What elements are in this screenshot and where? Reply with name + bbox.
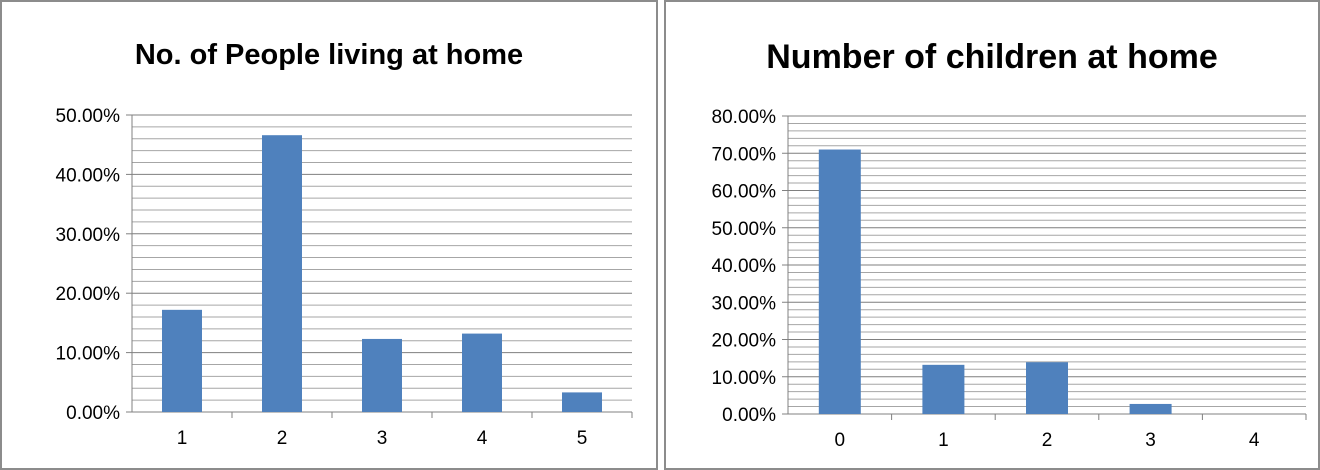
y-tick-label: 0.00% [66, 403, 120, 424]
bar-1 [162, 309, 202, 412]
y-tick-label: 50.00% [56, 106, 121, 127]
x-tick-label: 3 [1145, 430, 1156, 451]
bar-1 [922, 364, 965, 414]
chart-panel-children: Number of children at home 0.00% 10.00% 20… [664, 0, 1320, 470]
y-tick-label: 60.00% [712, 182, 777, 203]
x-tick-label: 2 [1042, 430, 1053, 451]
y-tick-label: 10.00% [712, 368, 777, 389]
y-tick-label: 40.00% [712, 256, 777, 277]
y-tick-label: 20.00% [712, 331, 777, 352]
bar-4 [462, 333, 502, 412]
bar-2 [1026, 362, 1068, 414]
bar-5 [562, 392, 602, 412]
x-tick-label: 4 [477, 428, 488, 449]
x-tick-label: 4 [1249, 430, 1260, 451]
bar-0 [818, 149, 861, 414]
y-tick-label: 50.00% [712, 219, 777, 240]
x-tick-label: 1 [938, 430, 949, 451]
x-tick-label: 2 [277, 428, 288, 449]
bar-2 [262, 135, 302, 413]
bar-chart-people: 0.00% 10.00% 20.00% 30.00% 40.00% 50.00% 1 2 3 4 5 [56, 106, 633, 449]
y-tick-label: 80.00% [712, 107, 777, 128]
bar-3 [362, 338, 402, 412]
chart-panel-people: No. of People living at home 0.00% 10.00%… [0, 0, 658, 470]
y-tick-label: 0.00% [722, 405, 776, 426]
chart-title: No. of People living at home [134, 39, 524, 71]
chart-title: Number of children at home [766, 38, 1218, 76]
y-tick-label: 10.00% [56, 344, 121, 365]
x-tick-label: 1 [177, 428, 188, 449]
bar-3 [1129, 403, 1172, 414]
x-tick-label: 5 [577, 428, 588, 449]
x-tick-label: 3 [377, 428, 388, 449]
x-tick-label: 0 [835, 430, 846, 451]
y-tick-label: 20.00% [56, 284, 121, 305]
y-tick-label: 30.00% [712, 293, 777, 314]
y-tick-label: 40.00% [56, 165, 121, 186]
bar-chart-children: 0.00% 10.00% 20.00% 30.00% 40.00% 50.00% 60.00… [712, 107, 1307, 451]
y-tick-label: 70.00% [712, 144, 777, 165]
y-tick-label: 30.00% [56, 225, 121, 246]
